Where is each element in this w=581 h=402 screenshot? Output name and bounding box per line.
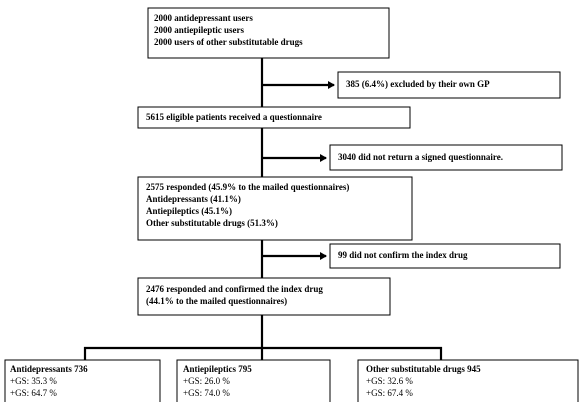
box-text: Antidepressants (41.1%) (146, 194, 241, 204)
box-text: 2575 responded (45.9% to the mailed ques… (146, 182, 349, 192)
box-text: Antiepileptics 795 (183, 364, 252, 374)
box-text: 2476 responded and confirmed the index d… (146, 284, 323, 294)
box-text: +GS: 67.4 % (366, 388, 413, 398)
box-text: +GS: 35.3 % (10, 376, 57, 386)
box (357, 359, 579, 402)
box-text: Other substitutable drugs 945 (366, 364, 481, 374)
box-text: +GS: 32.6 % (366, 376, 413, 386)
box-text: 99 did not confirm the index drug (338, 250, 468, 260)
box (137, 176, 413, 241)
box-text: +GS: 26.0 % (183, 376, 230, 386)
box (329, 243, 561, 269)
box-text: Other substitutable drugs (51.3%) (146, 218, 278, 228)
box-text: 2000 antiepileptic users (154, 25, 244, 35)
box-text: 3040 did not return a signed questionnai… (338, 152, 503, 162)
box-text: +GS: 64.7 % (10, 388, 57, 398)
box-text: +GS: 74.0 % (183, 388, 230, 398)
box-text: 2000 antidepressant users (154, 13, 253, 23)
box-text: 5615 eligible patients received a questi… (146, 112, 322, 122)
box (176, 359, 331, 402)
box-text: (44.1% to the mailed questionnaires) (146, 296, 287, 306)
box-text: Antiepileptics (45.1%) (146, 206, 232, 216)
box (137, 277, 391, 316)
box (137, 106, 411, 129)
box (4, 359, 161, 402)
box-text: Antidepressants 736 (10, 364, 88, 374)
box (329, 144, 563, 171)
box-text: 385 (6.4%) excluded by their own GP (346, 79, 490, 89)
box-text: 2000 users of other substitutable drugs (154, 37, 303, 47)
box (337, 71, 561, 99)
box (147, 7, 390, 59)
